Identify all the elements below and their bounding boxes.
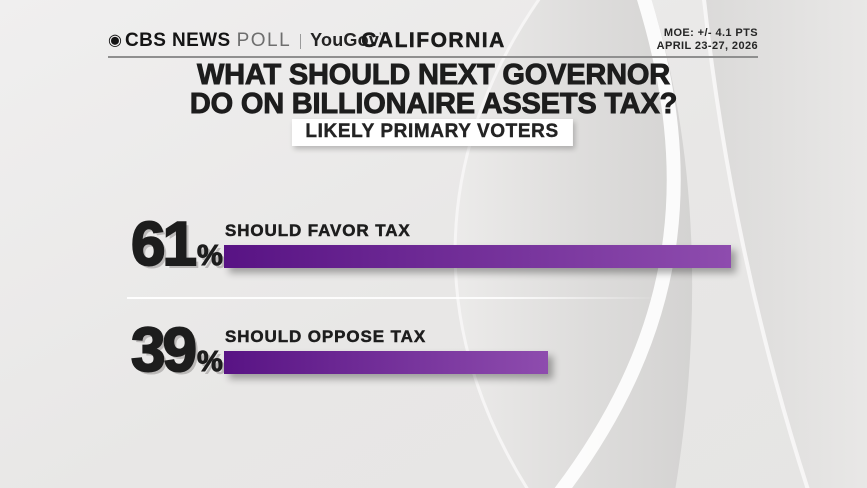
brand-yougov: YouGov’ [310,30,382,50]
category-label-favor: SHOULD FAVOR TAX [225,221,411,241]
header-divider [108,56,758,58]
brand-cbs-news: CBS NEWS [124,30,231,51]
bar-oppose [224,351,548,374]
brand-lockup: ◉ CBS NEWS POLL YouGov’ [108,30,382,52]
audience-badge: LIKELY PRIMARY VOTERS [291,119,573,146]
headline-line-1: WHAT SHOULD NEXT GOVERNOR [197,59,671,91]
brand-poll-label: POLL [236,30,292,51]
percent-sign: % [196,240,223,273]
cbs-eye-icon: ◉ [108,32,122,49]
row-divider [127,297,662,299]
headline: WHAT SHOULD NEXT GOVERNOR DO ON BILLIONA… [0,59,867,120]
poll-row-favor: 61% SHOULD FAVOR TAX [0,210,867,292]
region-title: CALIFORNIA [361,29,506,53]
value-label-favor: 61% [130,210,223,279]
moe-value: MOE: +/- 4.1 PTS [663,27,758,39]
category-label-oppose: SHOULD OPPOSE TAX [225,327,427,347]
percent-sign: % [196,346,223,379]
value-label-oppose: 39% [130,316,223,385]
poll-dates: APRIL 23-27, 2026 [656,40,758,52]
headline-line-2: DO ON BILLIONAIRE ASSETS TAX? [189,88,678,120]
poll-row-oppose: 39% SHOULD OPPOSE TAX [0,316,867,398]
brand-separator [300,33,302,49]
yougov-mark: ’ [379,31,382,41]
bar-favor [224,245,731,268]
moe-block: MOE: +/- 4.1 PTS APRIL 23-27, 2026 [657,27,758,53]
